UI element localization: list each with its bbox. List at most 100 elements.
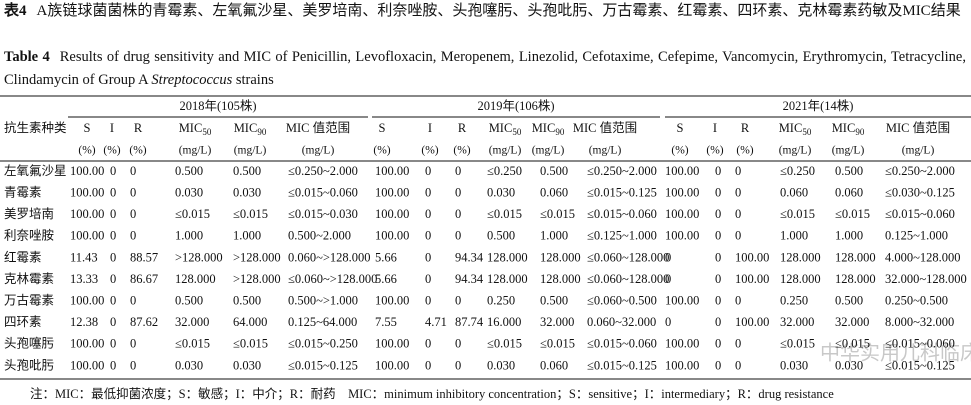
- column-header: I: [110, 121, 114, 135]
- cell: >128.000: [233, 250, 281, 264]
- column-header: MIC50: [489, 121, 522, 137]
- cell: 7.55: [375, 315, 397, 329]
- cell: 94.34: [455, 250, 484, 264]
- cell: 0: [425, 229, 431, 243]
- row-label: 四环素: [4, 315, 42, 329]
- column-unit: (mg/L): [532, 145, 565, 157]
- cell: 0: [130, 185, 136, 199]
- cell: 0: [715, 207, 721, 221]
- cell: 100.00: [665, 358, 699, 372]
- column-unit: (mg/L): [179, 145, 212, 157]
- cell: ≤0.015: [540, 207, 575, 221]
- cell: 0: [110, 229, 116, 243]
- column-name: S: [379, 121, 386, 135]
- cell: 0.500: [835, 293, 863, 307]
- cell: 100.00: [665, 337, 699, 351]
- cell: 100.00: [70, 337, 104, 351]
- cell: 0: [715, 337, 721, 351]
- cell: 100.00: [375, 207, 409, 221]
- cell: ≤0.060~128.000: [587, 272, 669, 286]
- column-header: MIC 值范围: [886, 120, 950, 135]
- cell: 0.125~1.000: [885, 229, 948, 243]
- cell: 0.500: [175, 164, 203, 178]
- group-header: 2018年(105株): [179, 98, 256, 113]
- cell: 0.500: [233, 164, 261, 178]
- column-unit: (%): [736, 145, 753, 157]
- cell: ≤0.015~0.125: [288, 358, 358, 372]
- cell: 0: [455, 185, 461, 199]
- cell: 100.00: [665, 207, 699, 221]
- column-header: MIC50: [179, 121, 212, 137]
- cell: 0.500: [233, 293, 261, 307]
- cell: 1.000: [175, 229, 203, 243]
- row-label: 克林霉素: [4, 272, 54, 286]
- cell: 0: [425, 164, 431, 178]
- cell: 0: [130, 207, 136, 221]
- column-name: S: [84, 121, 91, 135]
- row-label: 头孢噻肟: [4, 336, 54, 351]
- title-en: Table 4 Results of drug sensitivity and M…: [4, 46, 966, 92]
- column-name: R: [458, 121, 467, 135]
- cell: 0: [715, 164, 721, 178]
- cell: 0: [110, 207, 116, 221]
- cell: ≤0.250~2.000: [885, 164, 955, 178]
- cell: 0: [425, 272, 431, 286]
- cell: 0.060: [780, 185, 808, 199]
- cell: ≤0.015: [175, 337, 210, 351]
- column-header: MIC 值范围: [573, 120, 637, 135]
- column-name: I: [110, 121, 114, 135]
- column-unit: (%): [671, 145, 688, 157]
- cell: 0: [130, 164, 136, 178]
- cell: 0.030: [835, 358, 863, 372]
- cell: 11.43: [70, 250, 98, 264]
- column-name: MIC: [489, 121, 513, 135]
- cell: ≤0.015~0.060: [885, 337, 955, 351]
- cell: ≤0.060~0.500: [587, 293, 657, 307]
- title-cn: 表4 A族链球菌菌株的青霉素、左氧氟沙星、美罗培南、利奈唑胺、头孢噻肟、头孢吡肟、…: [4, 0, 966, 23]
- cell: 0.250~0.500: [885, 293, 948, 307]
- column-header: S: [84, 121, 91, 135]
- cell: 0: [715, 250, 721, 264]
- cell: 88.57: [130, 250, 158, 264]
- cell: 0.250: [487, 293, 515, 307]
- cell: 0: [455, 358, 461, 372]
- cell: 0: [455, 207, 461, 221]
- cell: ≤0.015: [780, 337, 815, 351]
- column-name: MIC: [179, 121, 203, 135]
- cell: 0.500~2.000: [288, 229, 351, 243]
- cell: >128.000: [233, 272, 281, 286]
- column-unit: (mg/L): [234, 145, 267, 157]
- cell: ≤0.030~0.125: [885, 185, 955, 199]
- note: 注：MIC：最低抑菌浓度；S：敏感；I：中介；R：耐药 MIC：minimum …: [30, 386, 834, 401]
- column-header: R: [741, 121, 750, 135]
- cell: 87.74: [455, 315, 484, 329]
- column-header: R: [458, 121, 467, 135]
- column-name: MIC: [532, 121, 556, 135]
- cell: ≤0.015~0.060: [885, 207, 955, 221]
- cell: 1.000: [780, 229, 808, 243]
- column-unit: (mg/L): [902, 145, 935, 157]
- cell: 0: [110, 164, 116, 178]
- row-label: 利奈唑胺: [4, 228, 54, 243]
- column-name: R: [134, 121, 143, 135]
- group-header: 2021年(14株): [783, 98, 854, 113]
- cell: 0: [130, 337, 136, 351]
- column-unit: (mg/L): [489, 145, 522, 157]
- cell: 0: [715, 185, 721, 199]
- cell: 0: [735, 337, 741, 351]
- cell: 0: [425, 207, 431, 221]
- cell: 0.030: [175, 185, 203, 199]
- cell: 100.00: [735, 315, 769, 329]
- cell: 1.000: [233, 229, 261, 243]
- cell: ≤0.015: [780, 207, 815, 221]
- cell: 8.000~32.000: [885, 315, 954, 329]
- cell: 100.00: [665, 229, 699, 243]
- cell: 0.030: [233, 358, 261, 372]
- column-header: I: [713, 121, 717, 135]
- cell: 100.00: [735, 272, 769, 286]
- cell: 0: [715, 315, 721, 329]
- cell: 32.000: [835, 315, 869, 329]
- cell: ≤0.250~2.000: [288, 164, 358, 178]
- cell: 0: [425, 337, 431, 351]
